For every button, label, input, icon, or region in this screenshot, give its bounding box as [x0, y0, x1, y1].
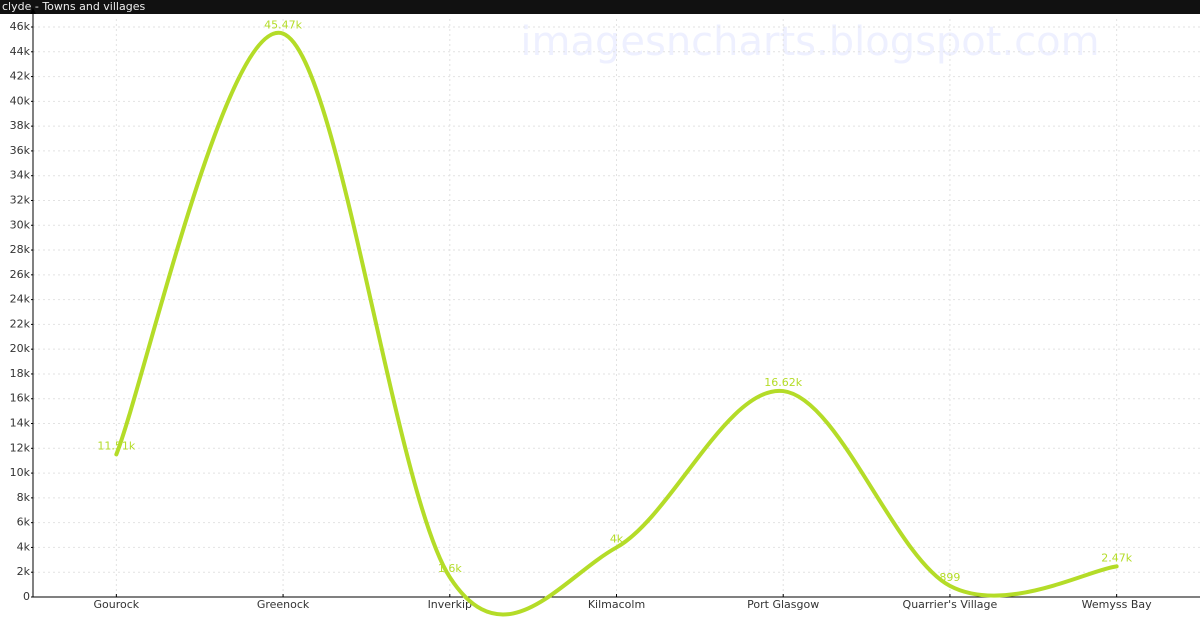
y-tick-label: 6k: [17, 516, 31, 529]
y-axis-arrow: [30, 8, 36, 14]
y-tick-label: 22k: [10, 317, 31, 330]
y-tick-label: 18k: [10, 367, 31, 380]
x-tick-label: Port Glasgow: [747, 598, 819, 611]
y-tick-label: 4k: [17, 540, 31, 553]
y-tick-label: 0: [23, 590, 30, 603]
x-tick-label: Quarrier's Village: [903, 598, 998, 611]
x-tick-label: Gourock: [94, 598, 140, 611]
x-tick-label: Greenock: [257, 598, 310, 611]
y-tick-label: 28k: [10, 243, 31, 256]
x-tick-label: Inverkip: [428, 598, 472, 611]
watermark: imagesncharts.blogspot.com: [520, 19, 1099, 65]
series-line: [114, 31, 1119, 617]
data-label: 11.51k: [97, 439, 135, 452]
data-label: 16.62k: [764, 376, 802, 389]
x-tick-label: Wemyss Bay: [1082, 598, 1152, 611]
y-tick-label: 42k: [10, 70, 31, 83]
y-tick-label: 32k: [10, 193, 31, 206]
y-tick-label: 12k: [10, 441, 31, 454]
data-label: 1.6k: [438, 562, 462, 575]
y-tick-label: 46k: [10, 20, 31, 33]
data-label: 45.47k: [264, 19, 302, 32]
y-tick-label: 26k: [10, 268, 31, 281]
chart-title: clyde - Towns and villages: [2, 0, 145, 13]
y-tick-label: 34k: [10, 169, 31, 182]
y-tick-label: 40k: [10, 94, 31, 107]
y-tick-label: 16k: [10, 392, 31, 405]
x-tick-label: Kilmacolm: [588, 598, 645, 611]
data-label: 2.47k: [1101, 551, 1132, 564]
y-tick-label: 14k: [10, 417, 31, 430]
y-tick-label: 8k: [17, 491, 31, 504]
y-tick-label: 20k: [10, 342, 31, 355]
data-label: 899: [939, 571, 960, 584]
y-tick-label: 30k: [10, 218, 31, 231]
y-tick-label: 2k: [17, 565, 31, 578]
y-tick-label: 24k: [10, 293, 31, 306]
data-label: 4k: [610, 532, 624, 545]
title-bar: [0, 0, 1200, 14]
y-tick-label: 44k: [10, 45, 31, 58]
y-tick-label: 36k: [10, 144, 31, 157]
y-tick-label: 10k: [10, 466, 31, 479]
y-tick-label: 38k: [10, 119, 31, 132]
